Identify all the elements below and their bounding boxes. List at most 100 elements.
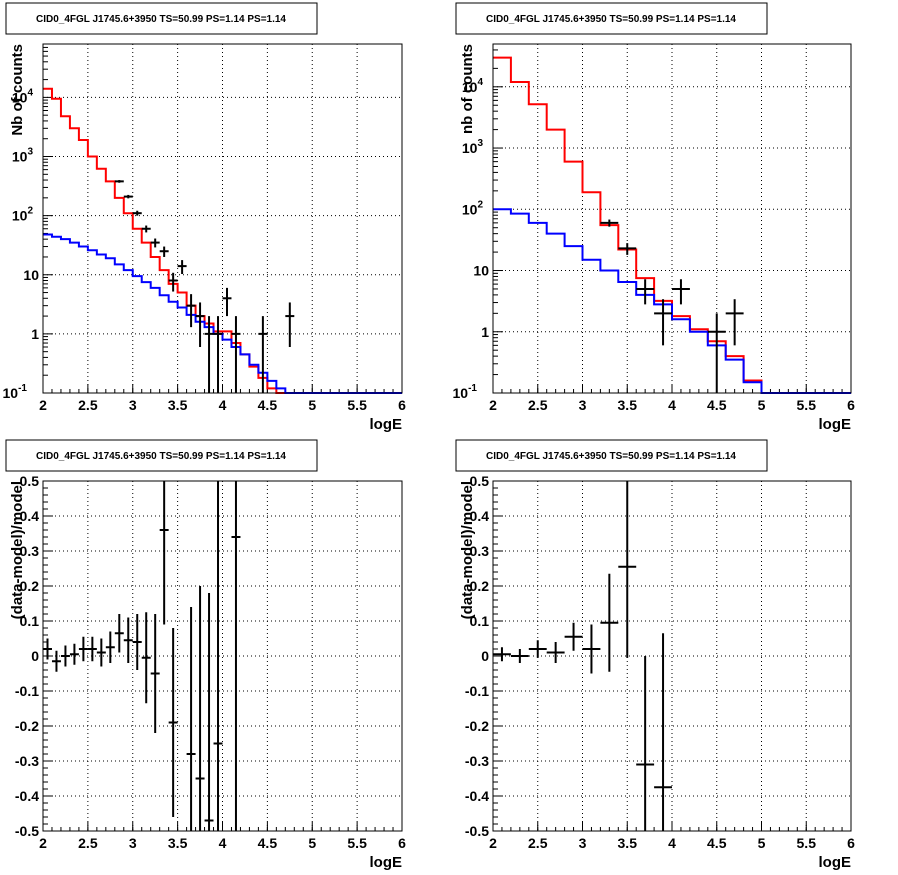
residual-point <box>78 636 88 662</box>
data-point <box>231 316 241 393</box>
plot-background <box>493 481 851 831</box>
residual-point <box>582 624 601 674</box>
residual-point <box>60 645 70 667</box>
x-tick-label: 6 <box>398 835 406 851</box>
data-point <box>222 287 232 317</box>
y-tick-label: 0.4 <box>470 508 490 524</box>
x-tick-label: 2.5 <box>528 835 548 851</box>
residual-point <box>51 650 61 672</box>
y-tick-label: 0 <box>481 648 489 664</box>
y-tick-label: 10-1 <box>453 383 478 401</box>
title-box <box>5 439 318 472</box>
y-tick-label: 0.3 <box>470 543 490 559</box>
data-point <box>285 302 295 347</box>
y-tick-label: -0.3 <box>465 753 489 769</box>
residual-point <box>204 593 214 831</box>
y-tick-label: -0.1 <box>15 683 39 699</box>
x-tick-label: 5 <box>308 835 316 851</box>
data-point <box>141 225 151 233</box>
y-tick-label: -0.2 <box>15 718 39 734</box>
x-tick-label: 3 <box>579 397 587 413</box>
x-tick-label: 5.5 <box>347 397 367 413</box>
x-tick-label: 3 <box>579 835 587 851</box>
y-tick-label: 0.2 <box>20 578 40 594</box>
x-tick-label: 3 <box>129 397 137 413</box>
y-tick-label: 102 <box>12 206 34 224</box>
data-point <box>725 299 744 346</box>
data-point <box>618 243 637 255</box>
y-axis-label: nb of counts <box>459 44 476 134</box>
y-tick-label: 0 <box>31 648 39 664</box>
plot-area: 2 2.5 3 3.5 4 4.5 5 5.5 6 -0.5 -0.4 -0.3 -0.2 -0.1 0 0.… <box>459 473 855 871</box>
residual-point <box>528 640 547 658</box>
chart-title: CID0_4FGL J1745.6+3950 TS=50.99 PS=1.14 … <box>36 14 286 25</box>
data-point <box>150 238 160 248</box>
y-tick-label: 10-1 <box>3 383 28 401</box>
x-tick-label: 4 <box>219 835 227 851</box>
y-tick-label: 103 <box>12 147 34 165</box>
x-tick-label: 5.5 <box>797 397 817 413</box>
y-tick-label: 0.2 <box>470 578 490 594</box>
data-point <box>186 294 196 328</box>
x-tick-label: 2 <box>489 397 497 413</box>
x-tick-label: 3.5 <box>168 835 188 851</box>
x-axis-label: logE <box>819 854 852 871</box>
title-box <box>455 439 768 472</box>
plot-area: 2 2.5 3 3.5 4 4.5 5 5.5 6 10-1 1 10 102 103 104 logE nb … <box>453 43 855 433</box>
y-tick-label: -0.5 <box>15 823 39 839</box>
x-tick-label: 2 <box>489 835 497 851</box>
residual-point <box>636 656 655 831</box>
y-tick-label: 10 <box>23 267 39 283</box>
x-tick-label: 3.5 <box>618 397 638 413</box>
title-box <box>5 2 318 35</box>
data-point <box>204 316 214 393</box>
x-tick-label: 6 <box>847 835 855 851</box>
x-tick-label: 4 <box>668 397 676 413</box>
residual-point <box>493 647 511 662</box>
residual-point <box>96 638 106 667</box>
panel-bottom-left: CID0_4FGL J1745.6+3950 TS=50.99 PS=1.14 … <box>5 439 406 871</box>
data-point <box>168 272 178 292</box>
y-tick-label: 0.5 <box>20 473 40 489</box>
y-tick-label: -0.5 <box>465 823 489 839</box>
residual-point <box>546 642 565 663</box>
plot-frame <box>42 480 403 832</box>
y-axis-label: (data-model)/model <box>459 481 476 619</box>
chart-title: CID0_4FGL J1745.6+3950 TS=50.99 PS=1.14 … <box>36 451 286 462</box>
y-tick-label: -0.1 <box>465 683 489 699</box>
panel-top-right: CID0_4FGL J1745.6+3950 TS=50.99 PS=1.14 … <box>453 2 855 433</box>
model-background-line <box>493 208 851 394</box>
residual-point <box>654 633 672 831</box>
panel-bottom-right: CID0_4FGL J1745.6+3950 TS=50.99 PS=1.14 … <box>455 439 855 871</box>
data-point <box>707 313 726 393</box>
residual-point <box>159 481 169 625</box>
plot-area: 2 2.5 3 3.5 4 4.5 5 5.5 6 10-1 1 10 102 103 104 logE Nb … <box>3 43 406 433</box>
x-tick-label: 3.5 <box>618 835 638 851</box>
x-tick-label: 5 <box>758 397 766 413</box>
title-box <box>455 2 768 35</box>
data-point <box>213 316 223 393</box>
residual-point <box>123 617 133 663</box>
plot-frame <box>492 480 852 832</box>
y-tick-label: 0.5 <box>470 473 490 489</box>
residual-point <box>618 481 637 658</box>
residual-point <box>105 631 115 663</box>
x-tick-label: 6 <box>847 397 855 413</box>
data-point <box>159 246 169 257</box>
x-tick-label: 4.5 <box>707 835 727 851</box>
x-axis-label: logE <box>370 416 403 433</box>
y-tick-label: -0.4 <box>15 788 39 804</box>
data-point <box>672 279 690 305</box>
y-tick-label: 102 <box>462 199 484 217</box>
plot-background <box>493 44 851 393</box>
residual-point <box>186 607 196 831</box>
residual-point <box>87 636 97 662</box>
y-tick-label: -0.2 <box>465 718 489 734</box>
y-tick-label: 0.3 <box>20 543 40 559</box>
data-point <box>600 219 619 227</box>
x-tick-label: 5 <box>308 397 316 413</box>
x-tick-label: 5.5 <box>797 835 817 851</box>
residual-point <box>510 649 529 663</box>
data-point <box>177 260 187 274</box>
